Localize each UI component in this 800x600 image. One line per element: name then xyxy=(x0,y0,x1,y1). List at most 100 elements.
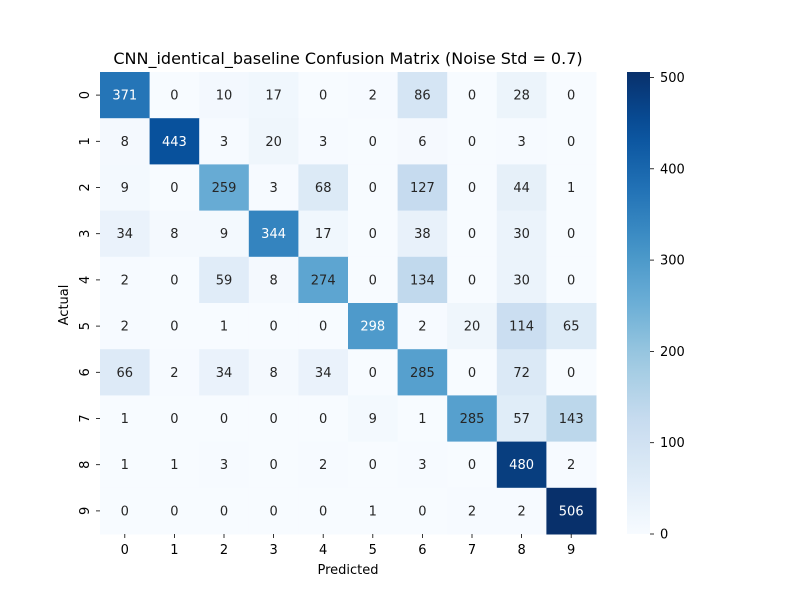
cell-value-label: 0 xyxy=(468,135,476,150)
heatmap-cell xyxy=(348,395,399,443)
cell-value-label: 298 xyxy=(360,320,385,335)
heatmap-cell xyxy=(100,164,151,212)
heatmap-cell xyxy=(298,303,349,350)
cell-value-label: 3 xyxy=(517,135,525,150)
cell-value-label: 1 xyxy=(567,181,575,196)
cell-value-label: 506 xyxy=(559,504,584,519)
cell-value-label: 3 xyxy=(220,458,228,473)
colorbar-tick-label: 300 xyxy=(660,254,685,269)
heatmap-cell xyxy=(496,349,547,396)
cell-value-label: 2 xyxy=(418,320,426,335)
heatmap-cell xyxy=(248,303,299,350)
heatmap-cell xyxy=(546,349,597,396)
heatmap-cell xyxy=(248,118,299,165)
cell-value-label: 0 xyxy=(269,320,277,335)
heatmap-cell xyxy=(248,349,299,396)
cell-value-label: 0 xyxy=(170,181,178,196)
x-axis: 0 1 2 3 4 5 6 7 8 9 xyxy=(121,534,575,558)
heatmap-cell xyxy=(149,72,200,119)
x-tick-label: 7 xyxy=(468,543,476,558)
heatmap-cell xyxy=(149,395,200,443)
y-tick-label: 8 xyxy=(78,461,93,469)
heatmap-cell xyxy=(100,210,151,258)
cell-value-label: 443 xyxy=(162,135,187,150)
cell-value-label: 68 xyxy=(315,181,332,196)
heatmap-cell xyxy=(100,256,151,304)
cell-value-label: 30 xyxy=(513,273,530,288)
heatmap-cell xyxy=(348,164,399,212)
cell-value-label: 8 xyxy=(170,227,178,242)
heatmap-cell xyxy=(298,118,349,165)
cell-value-label: 0 xyxy=(468,89,476,104)
heatmap-cell xyxy=(149,118,200,165)
cell-value-label: 114 xyxy=(509,320,534,335)
cell-value-label: 1 xyxy=(418,412,426,427)
heatmap-cell xyxy=(100,349,151,396)
y-tick-label: 9 xyxy=(78,507,93,515)
heatmap-cell xyxy=(298,349,349,396)
heatmap-cell xyxy=(348,256,399,304)
x-tick-label: 8 xyxy=(517,543,525,558)
cell-value-label: 34 xyxy=(216,366,233,381)
heatmap-cell xyxy=(248,164,299,212)
x-tick-label: 3 xyxy=(269,543,277,558)
cell-value-label: 0 xyxy=(567,227,575,242)
cell-value-label: 0 xyxy=(468,458,476,473)
heatmap-cell xyxy=(496,441,547,489)
heatmap-cell xyxy=(248,441,299,489)
heatmap-cell xyxy=(100,441,151,489)
cell-value-label: 8 xyxy=(269,273,277,288)
heatmap-cell xyxy=(546,395,597,443)
cell-value-label: 0 xyxy=(468,227,476,242)
cell-value-label: 0 xyxy=(567,273,575,288)
x-tick-label: 1 xyxy=(170,543,178,558)
heatmap-cell xyxy=(199,164,250,212)
heatmap-cell xyxy=(199,395,250,443)
cell-value-label: 0 xyxy=(319,89,327,104)
heatmap-cell xyxy=(100,72,151,119)
y-tick-label: 2 xyxy=(78,183,93,191)
heatmap-cell xyxy=(248,72,299,119)
colorbar-tick-label: 100 xyxy=(660,436,685,451)
heatmap-cell xyxy=(397,118,448,165)
cell-value-label: 17 xyxy=(265,89,282,104)
x-tick-label: 6 xyxy=(418,543,426,558)
y-axis: 0 1 2 3 4 5 6 7 8 9 xyxy=(78,91,100,515)
cell-value-label: 0 xyxy=(319,412,327,427)
cell-value-label: 285 xyxy=(460,412,485,427)
x-tick-label: 2 xyxy=(220,543,228,558)
cell-value-label: 3 xyxy=(220,135,228,150)
heatmap-cell xyxy=(348,118,399,165)
heatmap-cell xyxy=(149,164,200,212)
heatmap-cell xyxy=(447,164,498,212)
cell-value-label: 72 xyxy=(513,366,530,381)
heatmap-cell xyxy=(100,487,151,535)
heatmap-cell xyxy=(298,487,349,535)
y-tick-label: 5 xyxy=(78,322,93,330)
x-tick-label: 9 xyxy=(567,543,575,558)
heatmap-cell xyxy=(199,72,250,119)
heatmap-cell xyxy=(298,210,349,258)
heatmap-cell xyxy=(496,303,547,350)
x-tick-label: 4 xyxy=(319,543,327,558)
heatmap-cell xyxy=(546,72,597,119)
cell-value-label: 9 xyxy=(369,412,377,427)
cell-value-label: 20 xyxy=(464,320,481,335)
heatmap-cell xyxy=(447,210,498,258)
heatmap-cell xyxy=(348,349,399,396)
heatmap-cell xyxy=(496,118,547,165)
cell-value-label: 0 xyxy=(468,366,476,381)
heatmap-cell-labels: 371 0 10 17 0 2 86 0 28 08 443 3 20 3 0 6 0 3 09 0 259 3 68 0 12… xyxy=(112,89,583,520)
cell-value-label: 0 xyxy=(567,366,575,381)
cell-value-label: 1 xyxy=(220,320,228,335)
heatmap-cell xyxy=(496,164,547,212)
cell-value-label: 134 xyxy=(410,273,435,288)
cell-value-label: 0 xyxy=(170,504,178,519)
cell-value-label: 0 xyxy=(369,181,377,196)
heatmap-cell xyxy=(348,441,399,489)
cell-value-label: 127 xyxy=(410,181,435,196)
cell-value-label: 9 xyxy=(121,181,129,196)
heatmap-cell xyxy=(298,256,349,304)
cell-value-label: 3 xyxy=(319,135,327,150)
heatmap-cell xyxy=(397,210,448,258)
